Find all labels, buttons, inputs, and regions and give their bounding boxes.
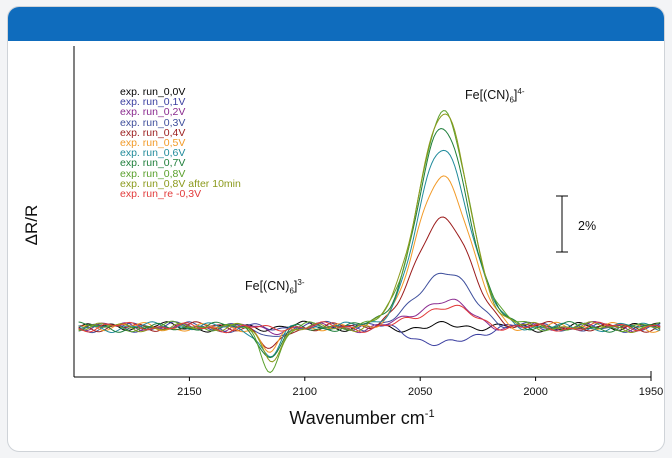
legend: exp. run_0,0V exp. run_0,1V exp. run_0,2V e…: [120, 86, 241, 201]
figure-card: [7, 6, 665, 452]
x-tick-label: 2100: [293, 386, 317, 398]
legend-entry: exp. run_0,1V: [120, 96, 186, 109]
legend-entry: exp. run_0,0V: [120, 86, 186, 98]
series-line: [78, 304, 661, 334]
legend-entry: exp. run_0,5V: [120, 137, 186, 150]
legend-entry: exp. run_0,2V: [120, 106, 186, 119]
annotation-4-rest: ]: [513, 88, 518, 103]
annotation-fe-cn6-4minus: Fe[(CN)6]4-: [465, 87, 525, 105]
x-tick-label: 2000: [523, 386, 547, 398]
annotation-3-sub: 6: [289, 286, 294, 296]
series-line: [78, 113, 661, 363]
x-axis-label-sup: -1: [424, 408, 435, 420]
series-line: [78, 298, 661, 336]
legend-entry: exp. run_0,8V after 10min: [120, 177, 241, 190]
card-header-bar: [8, 7, 664, 41]
x-tick-label: 2050: [408, 386, 432, 398]
legend-entry: exp. run_0,7V: [120, 157, 186, 170]
series-line: [78, 321, 661, 347]
x-tick-label: 2150: [177, 386, 201, 398]
x-axis-label: Wavenumber cm-1: [289, 408, 434, 429]
annotation-4-base: Fe[(CN): [465, 88, 510, 103]
y-axis-label: ΔR/R: [22, 204, 41, 246]
annotation-4-sup: 4-: [517, 87, 525, 96]
annotation-4-sub: 6: [509, 95, 514, 105]
legend-entry: exp. run_0,8V: [120, 167, 186, 180]
scale-bar-label: 2%: [578, 219, 597, 233]
annotation-3-rest: ]: [293, 279, 298, 294]
series-line: [78, 175, 661, 353]
x-tick-label: 1950: [639, 386, 663, 398]
annotation-3-sup: 3-: [297, 278, 305, 287]
annotation-fe-cn6-3minus: Fe[(CN)6]3-: [245, 278, 305, 296]
annotation-3-base: Fe[(CN): [245, 279, 290, 294]
x-axis-label-text: Wavenumber cm: [289, 408, 425, 428]
legend-entry: exp. run_0,4V: [120, 126, 186, 139]
legend-entry: exp. run_re -0,3V: [120, 188, 202, 201]
legend-entry: exp. run_0,6V: [120, 147, 186, 160]
legend-entry: exp. run_0,3V: [120, 116, 186, 129]
series-line: [78, 127, 661, 359]
